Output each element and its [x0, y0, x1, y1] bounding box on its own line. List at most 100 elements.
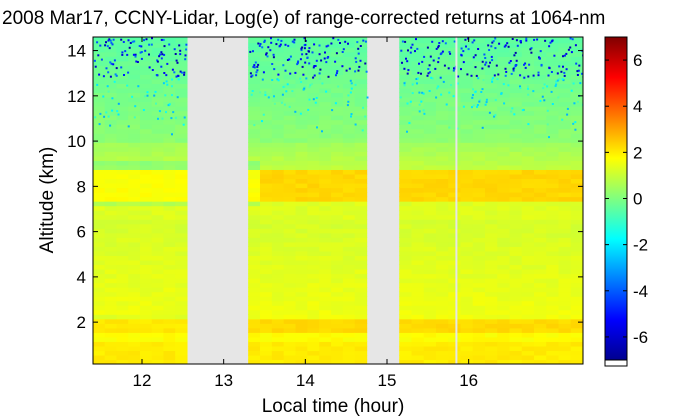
heatmap-cell [319, 78, 332, 84]
noise-speck [145, 38, 148, 41]
noise-speck [510, 110, 513, 113]
heatmap-cell [331, 196, 344, 202]
noise-speck [504, 44, 507, 47]
noise-speck [575, 62, 578, 65]
heatmap-cell [342, 124, 356, 130]
noise-speck [308, 47, 311, 50]
heatmap-cell [411, 264, 425, 270]
heatmap-cell [399, 291, 413, 297]
heatmap-cell [521, 56, 535, 62]
heatmap-cell [448, 228, 462, 234]
heatmap-cell [319, 345, 332, 352]
heatmap-cell [139, 273, 153, 279]
noise-speck [291, 40, 294, 43]
heatmap-cell [271, 291, 285, 297]
heatmap-cell [460, 219, 474, 225]
heatmap-cell [319, 119, 332, 125]
heatmap-cell [248, 336, 261, 342]
heatmap-cell [423, 341, 437, 347]
heatmap-cell [283, 237, 297, 243]
heatmap-cell [534, 151, 547, 157]
heatmap-cell [485, 259, 498, 266]
noise-speck [354, 57, 357, 60]
heatmap-cell [319, 309, 332, 315]
heatmap-cell [163, 250, 176, 256]
noise-speck [99, 44, 102, 47]
heatmap-cell [151, 336, 165, 342]
noise-speck [278, 45, 281, 48]
heatmap-cell [472, 106, 486, 112]
heatmap-cell [248, 182, 261, 189]
heatmap-cell [546, 155, 560, 161]
noise-speck [410, 46, 413, 49]
heatmap-cell [319, 359, 332, 364]
heatmap-cell [93, 164, 106, 170]
heatmap-cell [128, 47, 141, 53]
heatmap-cell [460, 60, 474, 66]
heatmap-cell [354, 323, 368, 329]
heatmap-cell [248, 210, 261, 216]
heatmap-cell [151, 187, 165, 193]
noise-speck [177, 74, 180, 77]
heatmap-cell [546, 119, 560, 125]
heatmap-cell [319, 228, 332, 234]
heatmap-cell [139, 345, 153, 352]
heatmap-cell [546, 332, 560, 338]
noise-speck [546, 123, 549, 126]
heatmap-cell [104, 182, 118, 189]
noise-speck [326, 56, 329, 59]
noise-speck [117, 113, 120, 116]
heatmap-cell [570, 341, 583, 347]
heatmap-cell [534, 196, 547, 202]
heatmap-cell [116, 205, 129, 211]
heatmap-cell [163, 56, 176, 62]
noise-speck [325, 90, 328, 93]
heatmap-cell [342, 305, 356, 311]
heatmap-cell [570, 87, 583, 94]
heatmap-cell [558, 87, 572, 94]
heatmap-cell [570, 287, 583, 293]
heatmap-cell [546, 124, 560, 130]
noise-speck [416, 77, 419, 80]
heatmap-cell [497, 83, 511, 89]
heatmap-cell [399, 246, 413, 252]
noise-speck [519, 74, 522, 77]
heatmap-cell [342, 350, 356, 356]
heatmap-cell [128, 78, 141, 84]
heatmap-cell [248, 228, 261, 234]
heatmap-cell [497, 296, 511, 302]
heatmap-cell [163, 106, 176, 112]
heatmap-cell [558, 151, 572, 157]
heatmap-cell [283, 142, 297, 148]
heatmap-cell [534, 137, 547, 143]
heatmap-cell [472, 182, 486, 189]
noise-speck [414, 50, 416, 53]
heatmap-cell [248, 305, 261, 311]
heatmap-cell [307, 354, 320, 361]
heatmap-cell [139, 106, 153, 112]
noise-speck [252, 65, 255, 68]
heatmap-cell [460, 133, 474, 139]
heatmap-cell [423, 296, 437, 302]
heatmap-cell [509, 327, 523, 333]
heatmap-cell [104, 332, 118, 338]
noise-speck [334, 102, 337, 105]
noise-speck [431, 77, 434, 80]
heatmap-cell [139, 65, 153, 71]
heatmap-cell [399, 106, 413, 112]
heatmap-cell [423, 60, 437, 66]
noise-speck [313, 43, 316, 46]
noise-speck [399, 96, 402, 99]
heatmap-cell [546, 255, 560, 261]
noise-speck [256, 65, 259, 68]
heatmap-cell [521, 106, 535, 112]
heatmap-cell [411, 119, 425, 125]
heatmap-cell [436, 169, 449, 175]
heatmap-cell [260, 282, 273, 288]
heatmap-cell [260, 323, 273, 329]
heatmap-cell [128, 282, 141, 288]
heatmap-cell [248, 128, 261, 134]
heatmap-cell [295, 96, 308, 103]
noise-speck [175, 59, 178, 62]
heatmap-cell [175, 178, 188, 184]
